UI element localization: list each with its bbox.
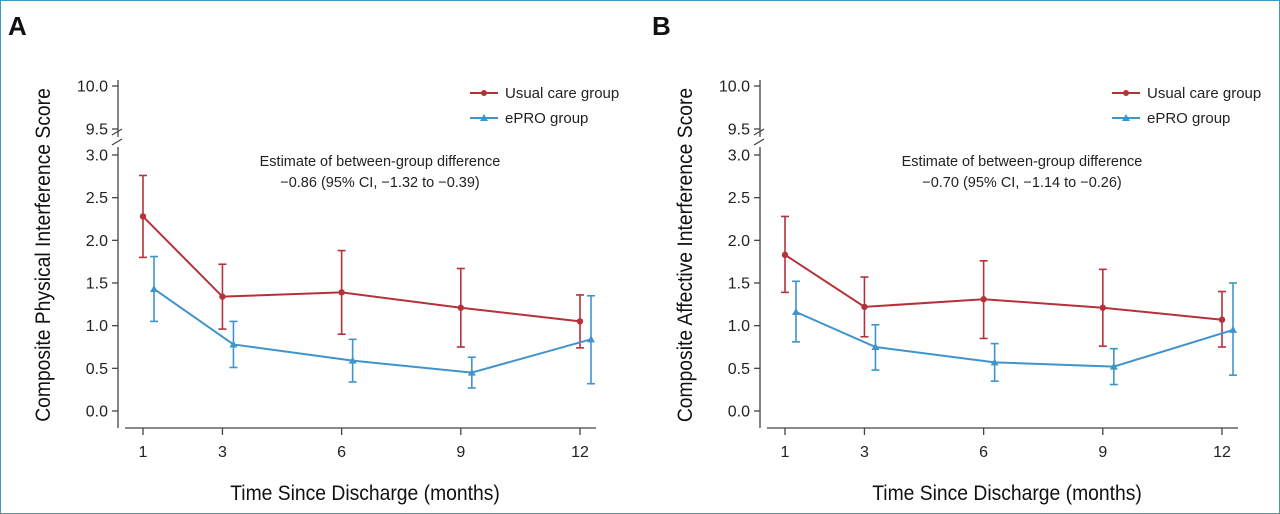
- data-point-usual-care: [1218, 316, 1226, 323]
- x-tick-label: 1: [139, 444, 148, 461]
- y-tick-label: 10.0: [719, 79, 750, 96]
- data-point-usual-care: [219, 293, 226, 300]
- y-tick-label: 3.0: [86, 148, 108, 165]
- y-tick-label: 1.5: [728, 276, 750, 293]
- data-point-epro: [990, 358, 999, 366]
- data-point-epro: [1109, 362, 1118, 370]
- data-point-usual-care: [457, 304, 465, 311]
- data-point-epro: [229, 340, 238, 348]
- axis-break-mark: [753, 128, 765, 136]
- data-point-epro: [467, 368, 476, 376]
- x-axis-title: Time Since Discharge (months): [872, 482, 1142, 505]
- legend-marker-circle: [481, 90, 487, 96]
- series-line-epro: [795, 311, 1234, 368]
- annotation-line-1: Estimate of between-group difference: [260, 154, 501, 170]
- annotation-line-2: −0.70 (95% CI, −1.14 to −0.26): [922, 175, 1122, 191]
- legend-marker-triangle: [480, 114, 488, 121]
- axis-break-mark: [111, 128, 123, 136]
- x-axis-title: Time Since Discharge (months): [230, 482, 500, 505]
- data-point-usual-care: [980, 296, 987, 303]
- data-point-usual-care: [576, 318, 584, 325]
- y-tick-label: 2.0: [86, 233, 108, 250]
- x-tick-label: 9: [1098, 444, 1107, 461]
- chart-a-svg: A 0.0 0.5 1.0 1.5 2.0 2.5 3.0 9.5 10.0 1 3 6 9 12 Time…: [8, 11, 619, 505]
- y-tick-label: 0.5: [728, 361, 750, 378]
- chart-panel-b: B 0.0 0.5 1.0 1.5 2.0 2.5 3.0 9.5 10.0 1 3 6 9 12 Time…: [642, 0, 1280, 514]
- chart-panel-a: A 0.0 0.5 1.0 1.5 2.0 2.5 3.0 9.5 10.0 1 3 6 9 12 Time…: [8, 11, 619, 505]
- x-tick-label: 12: [1213, 444, 1231, 461]
- data-point-usual-care: [338, 289, 345, 296]
- x-tick-label: 6: [337, 444, 346, 461]
- y-tick-label: 1.0: [728, 318, 750, 335]
- data-point-usual-care: [1099, 304, 1107, 311]
- panel-label-b: B: [652, 11, 671, 41]
- legend-label-usual-care: Usual care group: [1147, 85, 1261, 102]
- series-line-usual-care: [142, 215, 581, 323]
- legend-marker-circle: [1123, 90, 1129, 96]
- axis-break-mark: [111, 138, 123, 146]
- legend-marker-triangle: [1122, 114, 1130, 121]
- x-tick-label: 9: [456, 444, 465, 461]
- data-point-epro: [792, 308, 800, 316]
- annotation-line-1: Estimate of between-group difference: [902, 154, 1143, 170]
- legend-label-epro: ePRO group: [505, 110, 588, 127]
- data-point-epro: [348, 356, 357, 364]
- y-tick-label: 1.0: [86, 318, 108, 335]
- data-point-usual-care: [139, 213, 147, 220]
- y-tick-label: 2.0: [728, 233, 750, 250]
- data-point-epro: [587, 335, 595, 343]
- panel-label-a: A: [8, 11, 27, 41]
- y-tick-label: 3.0: [728, 148, 750, 165]
- y-tick-label: 9.5: [728, 122, 750, 139]
- y-tick-label: 0.0: [728, 404, 750, 421]
- data-point-usual-care: [861, 303, 868, 311]
- legend-label-epro: ePRO group: [1147, 110, 1230, 127]
- axis-break-mark: [753, 138, 765, 146]
- data-point-usual-care: [781, 251, 789, 259]
- y-tick-label: 0.0: [86, 404, 108, 421]
- x-tick-label: 3: [218, 444, 227, 461]
- series-line-epro: [153, 288, 592, 374]
- y-tick-label: 0.5: [86, 361, 108, 378]
- chart-b-svg: B 0.0 0.5 1.0 1.5 2.0 2.5 3.0 9.5 10.0 1 3 6 9 12 Time…: [652, 11, 1261, 505]
- annotation-line-2: −0.86 (95% CI, −1.32 to −0.39): [280, 175, 480, 191]
- legend-label-usual-care: Usual care group: [505, 85, 619, 102]
- y-tick-label: 2.5: [728, 190, 750, 207]
- y-tick-label: 2.5: [86, 190, 108, 207]
- x-tick-label: 6: [979, 444, 988, 461]
- y-tick-label: 9.5: [86, 122, 108, 139]
- series-line-usual-care: [784, 254, 1223, 321]
- data-point-epro: [1229, 325, 1237, 333]
- x-tick-label: 3: [860, 444, 869, 461]
- x-tick-label: 1: [781, 444, 790, 461]
- y-axis-title: Composite Physical Interference Score: [32, 88, 55, 422]
- y-axis-title: Composite Affective Interference Score: [674, 88, 697, 422]
- y-tick-label: 1.5: [86, 276, 108, 293]
- data-point-epro: [150, 284, 158, 292]
- x-tick-label: 12: [571, 444, 589, 461]
- y-tick-label: 10.0: [77, 79, 108, 96]
- data-point-epro: [871, 343, 880, 350]
